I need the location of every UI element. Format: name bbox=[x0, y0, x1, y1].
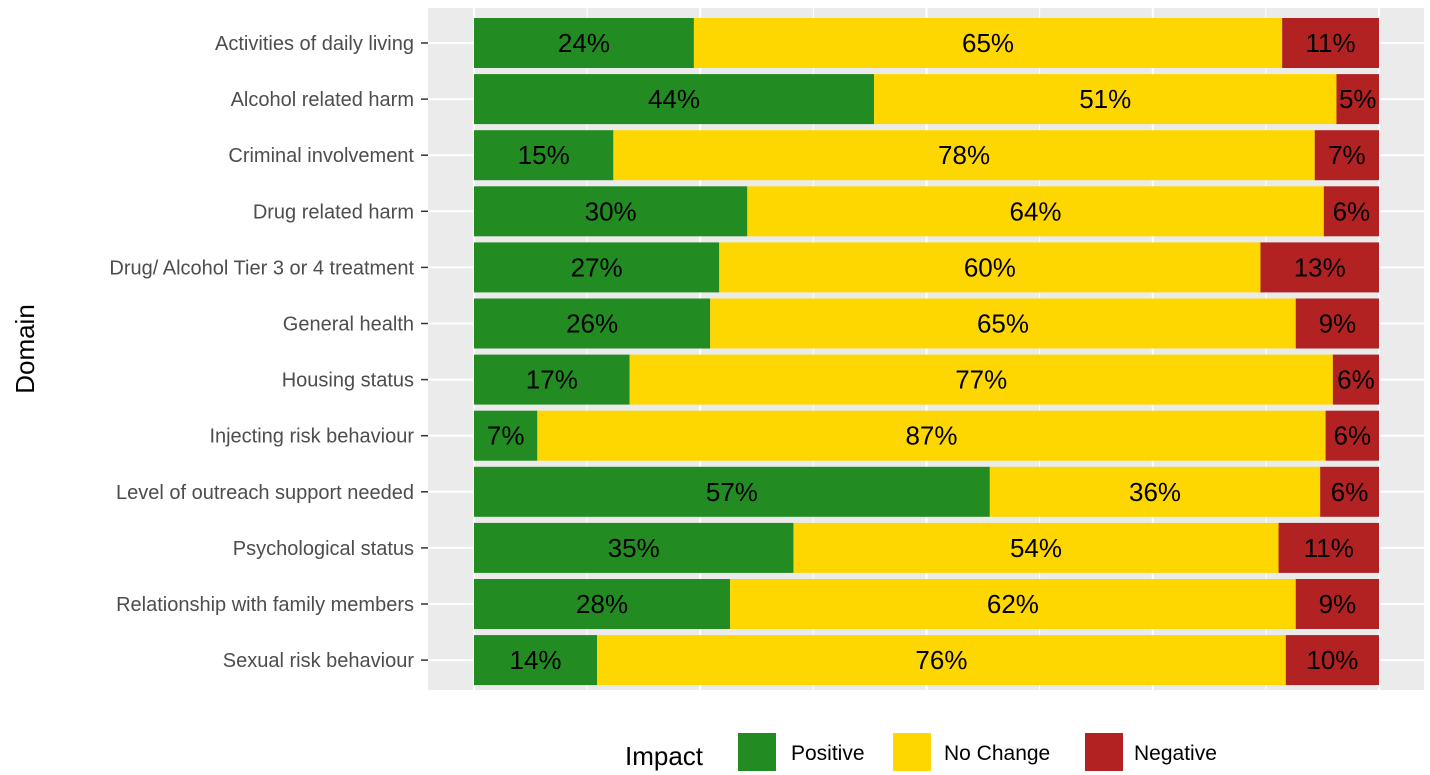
data-label: 7% bbox=[1328, 140, 1366, 170]
data-label: 6% bbox=[1337, 365, 1375, 395]
bar-positive bbox=[474, 242, 720, 293]
bar-no-change bbox=[730, 579, 1296, 629]
legend-label: No Change bbox=[944, 742, 1050, 765]
bar-positive bbox=[474, 74, 875, 125]
data-label: 44% bbox=[648, 84, 700, 114]
bar-no-change bbox=[629, 354, 1333, 405]
category-label: Relationship with family members bbox=[116, 594, 414, 616]
data-label: 77% bbox=[955, 365, 1007, 395]
category-label: Housing status bbox=[282, 370, 414, 392]
category-label: Alcohol related harm bbox=[231, 89, 414, 111]
category-label: Drug/ Alcohol Tier 3 or 4 treatment bbox=[109, 257, 414, 279]
data-label: 15% bbox=[518, 140, 570, 170]
data-label: 30% bbox=[585, 196, 637, 226]
bar-no-change bbox=[613, 130, 1315, 181]
legend: Impact Positive No Change Negative bbox=[625, 733, 1217, 771]
data-label: 6% bbox=[1333, 196, 1371, 226]
data-label: 65% bbox=[962, 28, 1014, 58]
data-label: 6% bbox=[1334, 421, 1372, 451]
bar-no-change bbox=[989, 466, 1321, 517]
data-label: 10% bbox=[1306, 645, 1358, 675]
category-axis: Activities of daily living Alcohol relate… bbox=[109, 33, 428, 672]
bar-no-change bbox=[793, 522, 1279, 573]
segment-labels-layer: 24% 65% 11% 44% 51% 5% 15% 78% 7% 30% 64% 6% 27% 60% 1… bbox=[487, 28, 1377, 675]
bar-no-change bbox=[747, 186, 1324, 237]
bar-negative bbox=[1332, 354, 1379, 405]
bar-positive bbox=[474, 410, 538, 461]
category-label: Drug related harm bbox=[253, 201, 414, 223]
bar-negative bbox=[1285, 635, 1379, 686]
data-label: 9% bbox=[1319, 589, 1357, 619]
data-label: 65% bbox=[977, 309, 1029, 339]
data-label: 76% bbox=[915, 645, 967, 675]
data-label: 11% bbox=[1306, 28, 1356, 58]
legend-label: Positive bbox=[791, 742, 865, 765]
bar-positive bbox=[474, 466, 990, 517]
legend-label: Negative bbox=[1134, 742, 1217, 765]
bar-no-change bbox=[710, 298, 1296, 349]
category-label: Level of outreach support needed bbox=[116, 482, 414, 504]
data-label: 26% bbox=[566, 309, 618, 339]
legend-key-no-change bbox=[893, 733, 931, 771]
bar-negative bbox=[1336, 74, 1379, 125]
category-label: Activities of daily living bbox=[215, 33, 414, 55]
bar-negative bbox=[1314, 130, 1379, 181]
bar-positive bbox=[474, 130, 614, 181]
bar-positive bbox=[474, 579, 731, 629]
bar-positive bbox=[474, 354, 630, 405]
data-label: 36% bbox=[1129, 477, 1181, 507]
bar-no-change bbox=[874, 74, 1337, 125]
category-label: General health bbox=[283, 314, 414, 336]
data-label: 24% bbox=[558, 28, 610, 58]
data-label: 11% bbox=[1304, 533, 1354, 563]
data-label: 78% bbox=[938, 140, 990, 170]
bar-positive bbox=[474, 635, 598, 686]
data-label: 57% bbox=[706, 477, 758, 507]
bar-no-change bbox=[719, 242, 1261, 293]
bar-no-change bbox=[597, 635, 1286, 686]
data-label: 64% bbox=[1010, 196, 1062, 226]
data-label: 60% bbox=[964, 252, 1016, 282]
bar-negative bbox=[1325, 410, 1379, 461]
bar-positive bbox=[474, 186, 748, 237]
bar-negative bbox=[1295, 579, 1379, 629]
legend-key-negative bbox=[1085, 733, 1123, 771]
data-label: 35% bbox=[608, 533, 660, 563]
category-label: Criminal involvement bbox=[228, 145, 414, 167]
bar-positive bbox=[474, 522, 794, 573]
bar-negative bbox=[1278, 522, 1379, 573]
data-label: 13% bbox=[1294, 252, 1346, 282]
bar-positive bbox=[474, 18, 694, 68]
bar-negative bbox=[1260, 242, 1379, 293]
bar-no-change bbox=[693, 18, 1283, 68]
legend-title: Impact bbox=[625, 741, 704, 771]
data-label: 5% bbox=[1339, 84, 1377, 114]
category-label: Psychological status bbox=[233, 538, 414, 560]
legend-key-positive bbox=[738, 733, 776, 771]
data-label: 6% bbox=[1331, 477, 1369, 507]
data-label: 7% bbox=[487, 421, 525, 451]
category-label: Injecting risk behaviour bbox=[209, 426, 414, 448]
data-label: 17% bbox=[526, 365, 578, 395]
y-axis-title: Domain bbox=[10, 304, 40, 394]
bar-no-change bbox=[537, 410, 1326, 461]
bars-layer bbox=[474, 18, 1379, 686]
category-label: Sexual risk behaviour bbox=[223, 650, 415, 672]
data-label: 28% bbox=[576, 589, 628, 619]
bar-negative bbox=[1295, 298, 1379, 349]
bar-negative bbox=[1323, 186, 1379, 237]
data-label: 54% bbox=[1010, 533, 1062, 563]
data-label: 87% bbox=[905, 421, 957, 451]
bar-negative bbox=[1282, 18, 1379, 68]
data-label: 14% bbox=[510, 645, 562, 675]
data-label: 27% bbox=[571, 252, 623, 282]
data-label: 9% bbox=[1319, 309, 1357, 339]
bar-positive bbox=[474, 298, 711, 349]
data-label: 62% bbox=[987, 589, 1039, 619]
bar-negative bbox=[1320, 466, 1379, 517]
data-label: 51% bbox=[1079, 84, 1131, 114]
